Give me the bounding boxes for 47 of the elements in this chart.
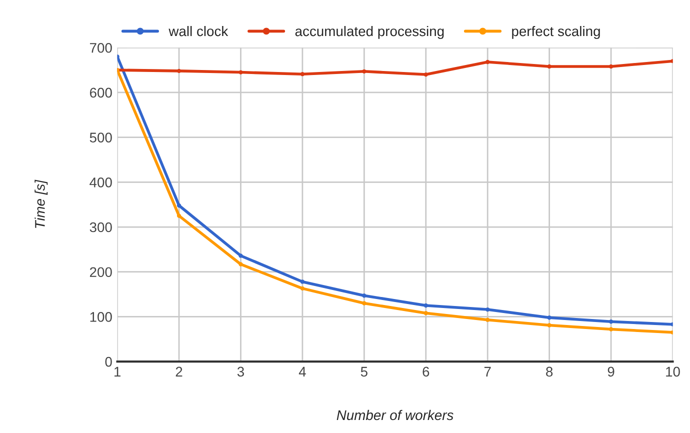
- point: [547, 64, 552, 69]
- point: [362, 301, 366, 306]
- x-tick-label: 8: [546, 366, 553, 377]
- point: [238, 262, 243, 266]
- x-tick-label: 10: [666, 366, 680, 377]
- point: [486, 60, 490, 64]
- x-tick-label: 2: [176, 366, 182, 376]
- y-tick-label: 100: [90, 312, 112, 322]
- x-tick-label: 7: [484, 366, 491, 376]
- point: [362, 69, 366, 74]
- x-axis-title: Number of workers: [336, 410, 454, 420]
- point: [238, 254, 243, 258]
- y-axis-title: Time [s]: [34, 180, 48, 228]
- x-tick-label: 1: [114, 366, 120, 376]
- y-tick-label: 300: [90, 222, 112, 232]
- point: [362, 294, 366, 298]
- point: [547, 316, 552, 320]
- line-series: [117, 59, 673, 77]
- point: [300, 72, 305, 76]
- legend-label: wall clock: [168, 26, 228, 36]
- y-tick-label: 700: [90, 42, 112, 53]
- y-tick-label: 0: [105, 356, 112, 367]
- x-tick-label: 9: [608, 366, 614, 377]
- point: [424, 303, 428, 308]
- y-tick-label: 500: [90, 132, 112, 142]
- point: [608, 64, 614, 69]
- point: [176, 68, 182, 74]
- x-tick-label: 3: [237, 366, 244, 377]
- x-tick-label: 6: [422, 366, 430, 377]
- point: [424, 311, 428, 316]
- point: [424, 72, 428, 77]
- point: [238, 70, 243, 74]
- point: [486, 307, 490, 312]
- y-tick-label: 600: [90, 88, 112, 98]
- x-tick-label: 4: [298, 366, 306, 376]
- point: [486, 318, 490, 322]
- legend-label: accumulated processing: [295, 26, 444, 39]
- point: [608, 320, 614, 324]
- y-tick-label: 400: [90, 178, 112, 188]
- point: [300, 280, 305, 284]
- point: [547, 323, 552, 328]
- point: [300, 286, 305, 291]
- x-tick-label: 5: [360, 366, 368, 377]
- legend-label: perfect scaling: [512, 26, 600, 39]
- y-tick-label: 200: [90, 267, 112, 278]
- point: [176, 203, 182, 208]
- point: [176, 214, 182, 218]
